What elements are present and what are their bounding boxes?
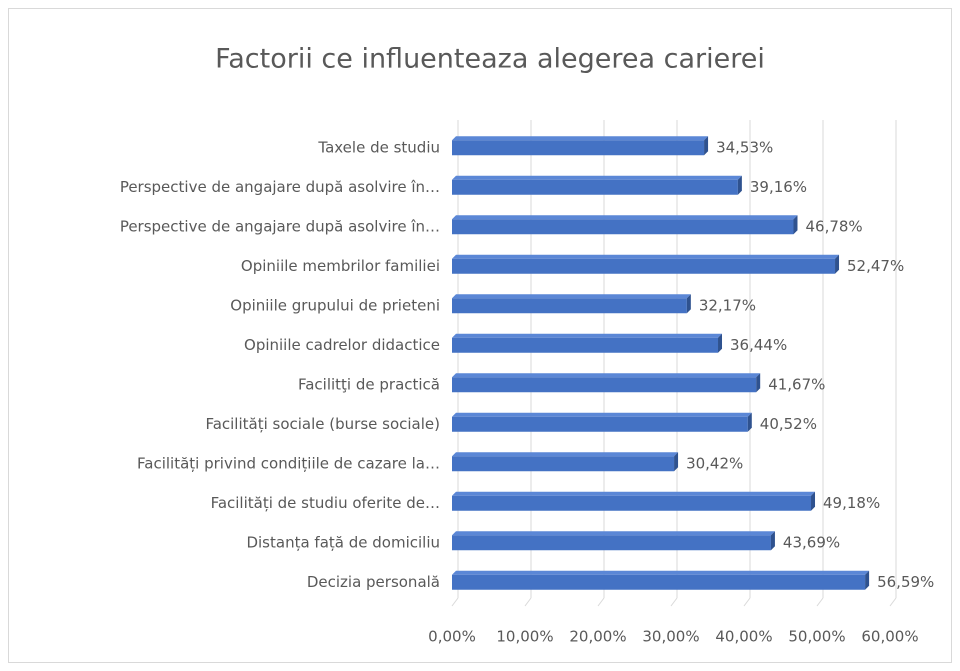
y-tick-label: Taxele de studiu	[317, 138, 440, 156]
data-label: 52,47%	[847, 257, 904, 275]
x-tick-label: 20,00%	[569, 628, 626, 646]
data-label: 34,53%	[716, 138, 773, 156]
bar-end	[756, 373, 761, 393]
bar-end	[811, 491, 816, 511]
data-label: 39,16%	[750, 178, 807, 196]
x-tick-label: 10,00%	[496, 628, 553, 646]
y-tick-label: Opiniile membrilor familiei	[241, 257, 440, 275]
bar-end	[718, 333, 723, 353]
bar	[452, 574, 866, 590]
bar-top	[452, 254, 840, 259]
data-label: 36,44%	[730, 336, 787, 354]
data-label: 49,18%	[823, 494, 880, 512]
bar-end	[770, 531, 775, 551]
bar	[452, 495, 812, 511]
grid-line-base	[670, 597, 678, 607]
y-tick-label: Facilitţi de practică	[298, 375, 440, 393]
y-tick-label: Facilități de studiu oferite de…	[211, 494, 440, 512]
bar-top	[452, 175, 742, 180]
bar	[452, 179, 738, 195]
bar-top	[452, 570, 870, 575]
bar-end	[835, 254, 840, 274]
bar-end	[737, 175, 742, 195]
grid-line-base	[451, 597, 459, 607]
y-tick-label: Distanța față de domiciliu	[246, 533, 440, 551]
x-tick-label: 40,00%	[715, 628, 772, 646]
grid-line-base	[597, 597, 605, 607]
chart-title: Factorii ce influenteaza alegerea carier…	[215, 44, 765, 75]
bar-top	[452, 531, 775, 536]
bar-end	[793, 215, 798, 235]
bar	[452, 377, 757, 393]
bar	[452, 416, 748, 432]
bar	[452, 298, 687, 314]
data-label: 41,67%	[768, 375, 825, 393]
y-tick-label: Perspective de angajare după asolvire în…	[120, 178, 440, 196]
bar-end	[865, 570, 870, 590]
y-tick-label: Facilități privind condițiile de cazare …	[137, 454, 440, 472]
bar-end	[704, 136, 709, 156]
x-tick-label: 0,00%	[428, 628, 476, 646]
y-tick-label: Decizia personală	[307, 573, 440, 591]
bar	[452, 337, 719, 353]
bar-end	[686, 294, 691, 314]
data-label: 30,42%	[686, 454, 743, 472]
grid-line-base	[743, 597, 751, 607]
data-label: 40,52%	[760, 415, 817, 433]
y-tick-label: Opiniile grupului de prieteni	[230, 296, 440, 314]
bar-top	[452, 333, 723, 338]
bar-end	[674, 452, 679, 472]
bar	[452, 258, 836, 274]
bar-top	[452, 215, 798, 220]
bar-top	[452, 136, 709, 141]
x-tick-label: 60,00%	[861, 628, 918, 646]
y-tick-label: Opiniile cadrelor didactice	[244, 336, 440, 354]
data-label: 43,69%	[783, 533, 840, 551]
grid-line-base	[816, 597, 824, 607]
bar	[452, 456, 675, 472]
bar	[452, 140, 705, 156]
y-tick-label: Perspective de angajare după asolvire în…	[120, 217, 440, 235]
bar-end	[747, 412, 752, 432]
bar	[452, 535, 771, 551]
bar-top	[452, 491, 816, 496]
y-tick-label: Facilități sociale (burse sociale)	[205, 415, 440, 433]
x-tick-label: 50,00%	[788, 628, 845, 646]
grid-line-base	[889, 597, 897, 607]
bar-top	[452, 412, 752, 417]
data-label: 56,59%	[877, 573, 934, 591]
bar-top	[452, 294, 691, 299]
data-label: 46,78%	[805, 217, 862, 235]
x-tick-label: 30,00%	[642, 628, 699, 646]
grid-line-base	[524, 597, 532, 607]
data-label: 32,17%	[699, 296, 756, 314]
bar-top	[452, 373, 761, 378]
bar-top	[452, 452, 679, 457]
bar	[452, 219, 794, 235]
